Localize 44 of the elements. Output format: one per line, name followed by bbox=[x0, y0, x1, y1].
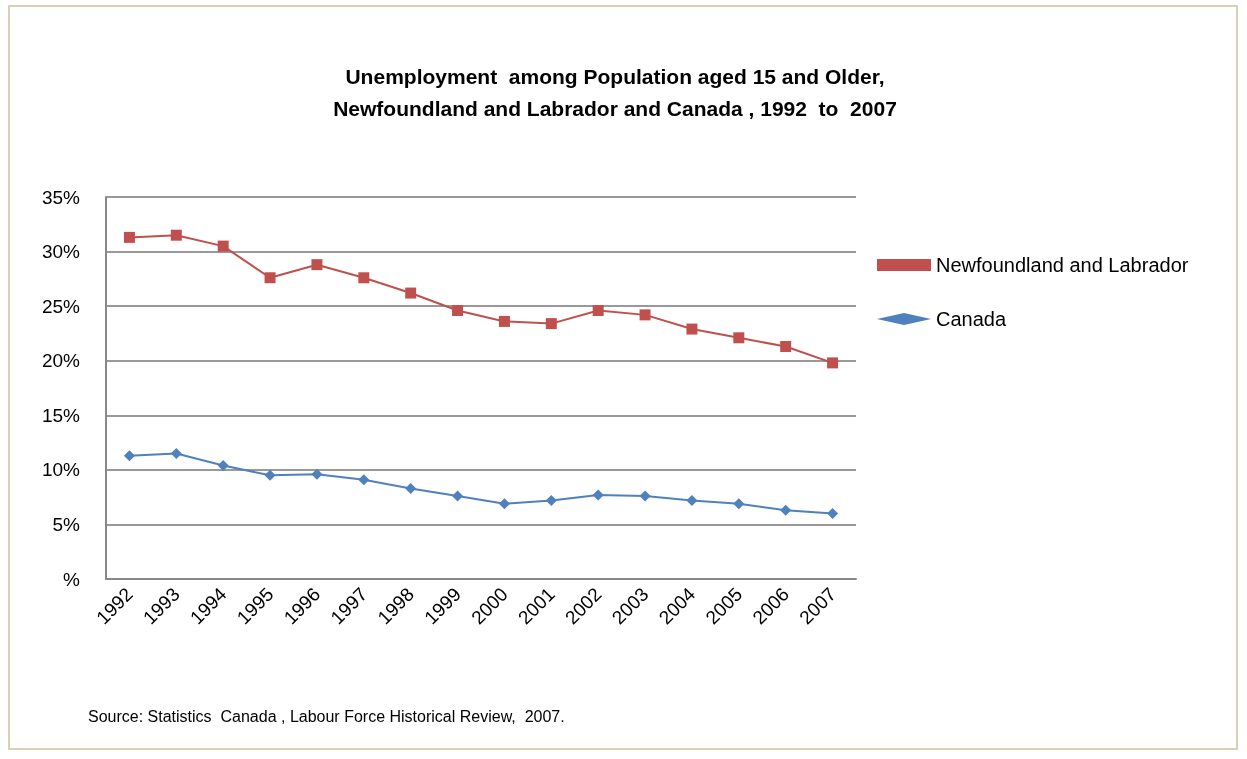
point bbox=[264, 272, 276, 284]
point bbox=[592, 489, 604, 501]
legend-label: Newfoundland and Labrador bbox=[936, 254, 1189, 276]
y-tick-label: % bbox=[63, 568, 81, 590]
point bbox=[170, 447, 182, 459]
y-tick-label: 5% bbox=[52, 513, 81, 535]
y-tick-label: 30% bbox=[41, 241, 81, 263]
point bbox=[827, 508, 839, 520]
point bbox=[545, 318, 557, 330]
point bbox=[827, 357, 839, 369]
point bbox=[405, 287, 417, 299]
point bbox=[358, 474, 370, 486]
point bbox=[686, 494, 698, 506]
point bbox=[733, 498, 745, 510]
y-tick-label: 10% bbox=[41, 459, 81, 481]
point bbox=[264, 469, 276, 481]
point bbox=[405, 482, 417, 494]
point bbox=[639, 309, 651, 321]
point bbox=[545, 494, 557, 506]
y-tick-label: 15% bbox=[41, 404, 81, 426]
point bbox=[311, 259, 323, 271]
y-tick-label: 35% bbox=[41, 186, 81, 208]
point bbox=[311, 468, 323, 480]
point bbox=[498, 498, 510, 510]
point bbox=[170, 229, 182, 241]
chart-title: Unemployment among Population aged 15 and Older, Newfoundland and Labrador and Canada , 1992 to 2007 bbox=[333, 64, 897, 120]
point bbox=[686, 323, 698, 335]
point bbox=[592, 305, 604, 317]
point bbox=[358, 272, 370, 284]
point bbox=[733, 332, 745, 344]
point bbox=[780, 341, 792, 353]
point bbox=[123, 450, 135, 462]
point bbox=[452, 305, 464, 317]
legend-label: Canada bbox=[936, 308, 1007, 330]
point bbox=[780, 504, 792, 516]
point bbox=[498, 315, 510, 327]
point bbox=[123, 231, 135, 243]
point bbox=[639, 490, 651, 502]
point bbox=[217, 459, 229, 471]
y-tick-label: 25% bbox=[41, 295, 81, 317]
point bbox=[452, 490, 464, 502]
y-tick-label: 20% bbox=[41, 350, 81, 372]
point bbox=[217, 240, 229, 252]
source-note: Source: Statistics Canada , Labour Force Historical Review, 2007. bbox=[88, 707, 565, 725]
